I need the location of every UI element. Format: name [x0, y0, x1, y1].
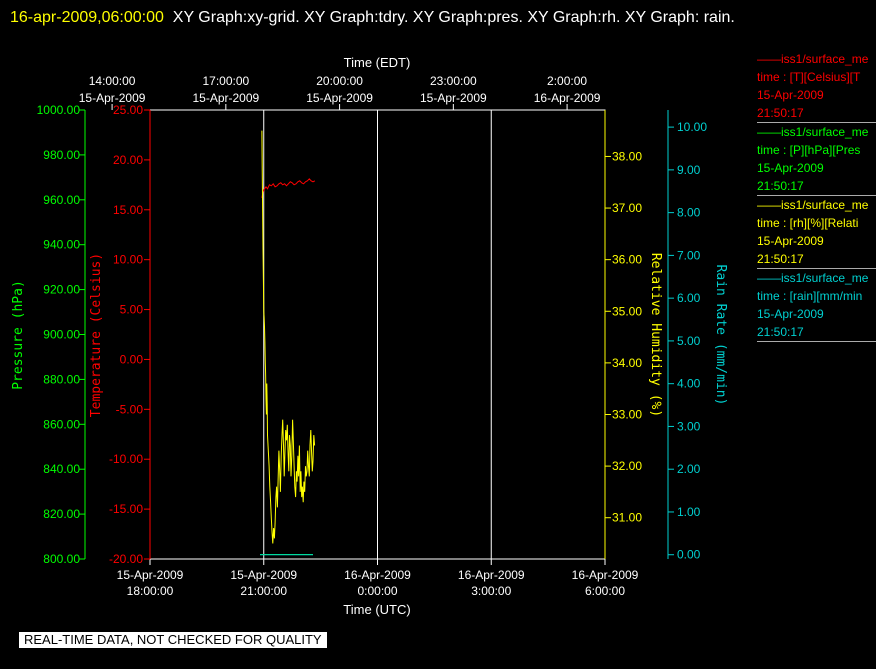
plot-grid: [149, 109, 606, 560]
rain-tick-label: 8.00: [677, 206, 701, 220]
quality-banner: REAL-TIME DATA, NOT CHECKED FOR QUALITY: [19, 632, 327, 648]
rain-tick-label: 1.00: [677, 505, 701, 519]
temperature-tick-label: -5.00: [116, 402, 144, 416]
temperature-tick-label: 10.00: [113, 253, 143, 267]
axes: 15-Apr-2009 18:00:00 15-Apr-2009 21:00:00 16…: [11, 55, 728, 617]
bottom-axis-title: Time (UTC): [343, 602, 410, 617]
rain-tick-label: 3.00: [677, 419, 701, 433]
legend-entry-time: 21:50:17: [757, 106, 804, 120]
legend-entry-field: time : [rain][mm/min: [757, 289, 863, 303]
temperature-axis-title: Temperature (Celsius): [89, 253, 104, 417]
legend-entry-field: time : [T][Celsius][T: [757, 70, 861, 84]
pressure-tick-label: 980.00: [43, 148, 80, 162]
series-layer: [260, 130, 316, 556]
legend-entry-field: time : [rh][%][Relati: [757, 216, 859, 230]
x-tick-label-edt-time: 14:00:00: [89, 74, 136, 88]
legend-entry-name: ——iss1/surface_me: [757, 125, 869, 139]
temperature-tick-label: -20.00: [109, 552, 143, 566]
legend-entry-time: 21:50:17: [757, 179, 804, 193]
pressure-tick-label: 960.00: [43, 193, 80, 207]
pressure-tick-label: 880.00: [43, 372, 80, 386]
x-tick-label-utc-date: 16-Apr-2009: [572, 568, 639, 582]
x-tick-label-edt-date: 16-Apr-2009: [534, 91, 601, 105]
legend-entry-time: 21:50:17: [757, 325, 804, 339]
humidity-tick-label: 36.00: [612, 253, 642, 267]
pressure-axis-title: Pressure (hPa): [11, 280, 26, 390]
x-tick-label-utc-time: 6:00:00: [585, 584, 625, 598]
title-timestamp: 16-apr-2009,06:00:00: [10, 9, 164, 26]
pressure-tick-label: 840.00: [43, 462, 80, 476]
pressure-tick-label: 1000.00: [37, 103, 81, 117]
x-tick-label-utc-time: 21:00:00: [240, 584, 287, 598]
humidity-tick-label: 34.00: [612, 356, 642, 370]
humidity-tick-label: 38.00: [612, 149, 642, 163]
rain-tick-label: 5.00: [677, 334, 701, 348]
rain-tick-label: 9.00: [677, 163, 701, 177]
rain-tick-label: 2.00: [677, 462, 701, 476]
humidity-series-line: [261, 130, 316, 544]
temperature-tick-label: 0.00: [120, 352, 144, 366]
humidity-tick-label: 35.00: [612, 304, 642, 318]
pressure-tick-label: 940.00: [43, 238, 80, 252]
rain-tick-label: 10.00: [677, 120, 707, 134]
legend-entry-name: ——iss1/surface_me: [757, 271, 869, 285]
x-tick-label-utc-time: 18:00:00: [127, 584, 174, 598]
rain-tick-label: 7.00: [677, 248, 701, 262]
temperature-tick-label: -10.00: [109, 452, 143, 466]
humidity-tick-label: 33.00: [612, 407, 642, 421]
x-tick-label-utc-date: 16-Apr-2009: [458, 568, 525, 582]
rain-axis-title: Rain Rate (mm/min): [713, 265, 728, 406]
legend: ——iss1/surface_me time : [T][Celsius][T 15…: [757, 50, 876, 342]
legend-entry-date: 15-Apr-2009: [757, 234, 824, 248]
pressure-tick-label: 820.00: [43, 507, 80, 521]
temperature-tick-label: -15.00: [109, 502, 143, 516]
pressure-tick-label: 900.00: [43, 328, 80, 342]
title-graph-list: XY Graph:xy-grid. XY Graph:tdry. XY Grap…: [172, 9, 735, 26]
x-tick-label-edt-time: 2:00:00: [547, 74, 587, 88]
humidity-tick-label: 37.00: [612, 201, 642, 215]
legend-entry-name: ——iss1/surface_me: [757, 52, 869, 66]
temperature-tick-label: 5.00: [120, 303, 144, 317]
x-tick-label-utc-time: 0:00:00: [357, 584, 397, 598]
x-tick-label-edt-time: 20:00:00: [316, 74, 363, 88]
temperature-tick-label: 15.00: [113, 203, 143, 217]
humidity-tick-label: 31.00: [612, 511, 642, 525]
x-tick-label-edt-date: 15-Apr-2009: [192, 91, 259, 105]
x-tick-label-edt-date: 15-Apr-2009: [79, 91, 146, 105]
rain-tick-label: 4.00: [677, 377, 701, 391]
x-tick-label-utc-time: 3:00:00: [471, 584, 511, 598]
pressure-tick-label: 920.00: [43, 283, 80, 297]
temperature-series-line: [261, 178, 316, 198]
humidity-tick-label: 32.00: [612, 459, 642, 473]
x-tick-label-utc-date: 15-Apr-2009: [230, 568, 297, 582]
legend-entry-date: 15-Apr-2009: [757, 307, 824, 321]
temperature-tick-label: 25.00: [113, 103, 143, 117]
x-tick-label-utc-date: 16-Apr-2009: [344, 568, 411, 582]
pressure-tick-label: 800.00: [43, 552, 80, 566]
humidity-axis-title: Relative Humidity (%): [648, 253, 663, 417]
legend-entry-field: time : [P][hPa][Pres: [757, 143, 861, 157]
rain-tick-label: 0.00: [677, 548, 701, 562]
legend-entry-date: 15-Apr-2009: [757, 161, 824, 175]
top-axis-title: Time (EDT): [344, 55, 411, 70]
x-tick-label-utc-date: 15-Apr-2009: [117, 568, 184, 582]
window-title: 16-apr-2009,06:00:00 XY Graph:xy-grid. X…: [10, 4, 860, 32]
x-tick-label-edt-time: 17:00:00: [202, 74, 249, 88]
legend-entry-time: 21:50:17: [757, 252, 804, 266]
rain-tick-label: 6.00: [677, 291, 701, 305]
legend-entry-name: ——iss1/surface_me: [757, 198, 869, 212]
x-tick-label-edt-date: 15-Apr-2009: [420, 91, 487, 105]
pressure-tick-label: 860.00: [43, 417, 80, 431]
legend-entry-date: 15-Apr-2009: [757, 88, 824, 102]
x-tick-label-edt-time: 23:00:00: [430, 74, 477, 88]
temperature-tick-label: 20.00: [113, 153, 143, 167]
x-tick-label-edt-date: 15-Apr-2009: [306, 91, 373, 105]
